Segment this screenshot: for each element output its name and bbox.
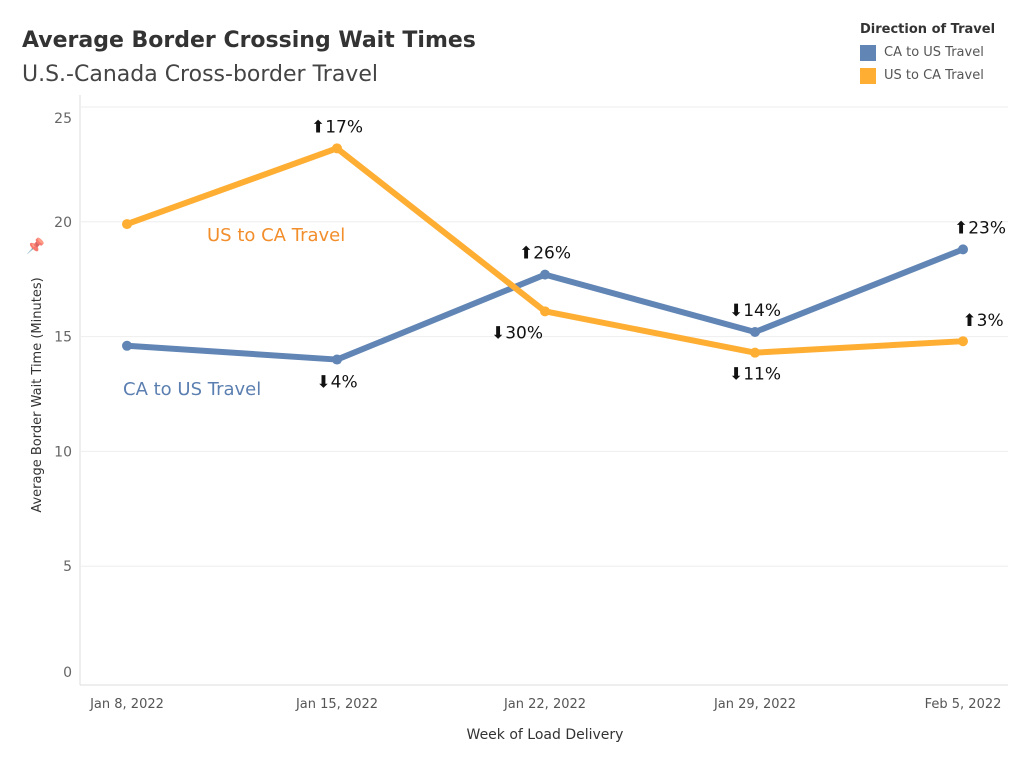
legend-title: Direction of Travel	[860, 22, 996, 37]
x-axis-title: Week of Load Delivery	[467, 727, 624, 743]
data-point	[122, 340, 132, 351]
chart-title: Average Border Crossing Wait Times	[22, 28, 476, 53]
y-tick-label: 10	[54, 444, 72, 460]
legend: Direction of Travel CA to US Travel US t…	[860, 22, 995, 87]
x-tick-label: Jan 22, 2022	[503, 697, 586, 712]
change-annotation: ⬇14%	[729, 301, 781, 321]
data-point	[958, 336, 968, 347]
data-point	[332, 354, 342, 365]
y-axis-title: Average Border Wait Time (Minutes)	[30, 277, 45, 512]
data-point	[332, 143, 342, 154]
chart-subtitle: U.S.-Canada Cross-border Travel	[22, 62, 378, 87]
legend-swatch	[860, 67, 876, 84]
change-annotation: ⬆3%	[962, 311, 1003, 331]
legend-label: US to CA Travel	[884, 68, 984, 83]
series-line-ca-to-us	[124, 246, 966, 363]
data-point	[540, 306, 550, 317]
legend-swatch	[860, 44, 876, 61]
pin-icon: 📌	[26, 236, 45, 255]
series-inline-label: CA to US Travel	[123, 379, 261, 400]
data-point	[958, 244, 968, 255]
data-point	[122, 219, 132, 230]
data-point	[540, 269, 550, 280]
change-annotation: ⬆17%	[311, 117, 363, 137]
x-tick-label: Jan 15, 2022	[295, 697, 378, 712]
y-tick-label: 15	[54, 330, 72, 346]
x-tick-label: Jan 8, 2022	[89, 697, 164, 712]
x-tick-label: Feb 5, 2022	[925, 697, 1002, 712]
change-annotation: ⬇11%	[729, 365, 781, 385]
change-annotation: ⬇4%	[316, 373, 357, 393]
change-annotation: ⬆26%	[519, 244, 571, 264]
y-tick-label: 25	[54, 111, 72, 127]
change-annotation: ⬆23%	[954, 218, 1006, 238]
legend-label: CA to US Travel	[884, 45, 984, 60]
change-annotation: ⬇30%	[491, 323, 543, 343]
data-point	[750, 327, 760, 338]
legend-item-ca-to-us[interactable]: CA to US Travel	[860, 41, 995, 64]
y-tick-label: 0	[63, 665, 72, 681]
y-tick-label: 20	[54, 215, 72, 231]
data-point	[750, 347, 760, 358]
x-tick-label: Jan 29, 2022	[713, 697, 796, 712]
series-inline-label: US to CA Travel	[207, 225, 345, 246]
legend-item-us-to-ca[interactable]: US to CA Travel	[860, 64, 995, 87]
y-tick-label: 5	[63, 559, 72, 575]
